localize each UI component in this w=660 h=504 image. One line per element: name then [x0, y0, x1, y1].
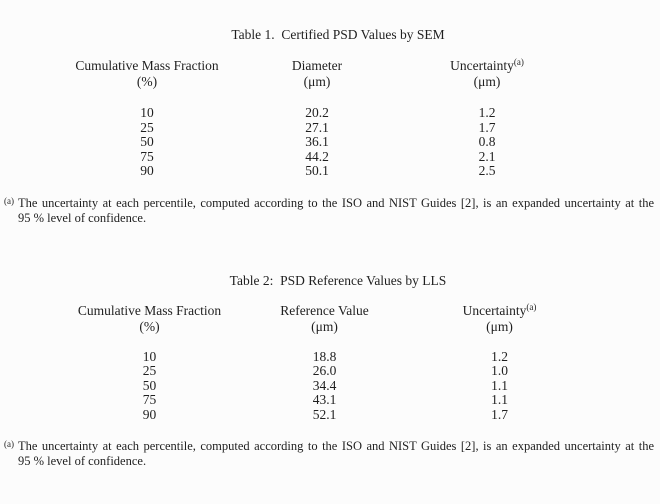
table1-footnote-line1: The uncertainty at each percentile, comp… [18, 195, 654, 210]
table1-header-row: Cumulative Mass Fraction (%) Diameter (μ… [62, 58, 660, 90]
table2-footnote-line1: The uncertainty at each percentile, comp… [18, 439, 654, 453]
table2-cell: 34.4 [312, 377, 337, 393]
table1-header-col3-footnote-ref: (a) [513, 57, 524, 67]
table2-cell: 10 [142, 348, 157, 364]
table1-footnote-line2: 95 % level of confidence. [18, 210, 147, 225]
table1-footnote-marker: (a) [4, 195, 14, 206]
table1-header-diameter: Diameter (μm) [232, 58, 402, 90]
table1-cell: 50 [140, 134, 154, 149]
table1-header-col2-unit: (μm) [303, 74, 331, 89]
table1-footnote: (a) The uncertainty at each percentile, … [4, 196, 654, 226]
table1-body: 10 20.2 1.2 25 27.1 1.7 50 36.1 0.8 75 4… [62, 105, 660, 179]
table2-header-uncertainty: Uncertainty(a) (μm) [412, 301, 587, 335]
table2-header-col2-unit: (μm) [311, 318, 338, 334]
table2-footnote-line2: 95 % level of confidence. [18, 454, 147, 468]
table1-cell: 27.1 [305, 119, 329, 135]
table2-cell: 43.1 [312, 392, 337, 407]
table2-cell: 52.1 [312, 406, 337, 422]
table1-header-col1-line1: Cumulative Mass Fraction [75, 58, 219, 73]
table2-cell: 1.0 [491, 363, 508, 378]
table2-cell: 25 [142, 363, 157, 378]
table2-header-row: Cumulative Mass Fraction (%) Reference V… [62, 301, 660, 335]
table2-cell: 1.1 [491, 377, 508, 393]
table1-header-col1-unit: (%) [136, 74, 158, 89]
table2-header-col2-line1: Reference Value [280, 302, 369, 318]
table1-cell: 90 [140, 163, 154, 178]
table1-cell: 20.2 [305, 105, 329, 120]
table2-cell: 50 [142, 377, 157, 393]
table1-cell: 1.2 [478, 105, 496, 120]
table2-header-col3-text: Uncertainty [462, 302, 527, 318]
table1-cell: 25 [140, 119, 154, 135]
table2-cell: 1.2 [491, 348, 508, 364]
table2-cell: 1.7 [491, 406, 508, 422]
table2-cell: 90 [142, 406, 157, 422]
table1-header-col2-line1: Diameter [291, 58, 343, 73]
table1-header-uncertainty: Uncertainty(a) (μm) [402, 58, 572, 90]
table2-body: 10 18.8 1.2 25 26.0 1.0 50 34.4 1.1 75 4… [62, 348, 660, 423]
table1-cell: 1.7 [478, 119, 496, 135]
table1-cell: 50.1 [305, 163, 329, 178]
table1-cell: 10 [140, 105, 154, 120]
table2-cell: 1.1 [491, 392, 508, 407]
table1-cell: 36.1 [305, 134, 329, 149]
table2-header-col3-footnote-ref: (a) [526, 301, 537, 312]
table2-footnote-marker: (a) [4, 439, 14, 449]
table2-header-col1-line1: Cumulative Mass Fraction [77, 302, 222, 318]
table1-header-cumulative-mass-fraction: Cumulative Mass Fraction (%) [62, 58, 232, 90]
table2-header-col3-unit: (μm) [486, 318, 513, 334]
table2-footnote: (a) The uncertainty at each percentile, … [4, 439, 654, 469]
table2-cell: 18.8 [312, 348, 337, 364]
table2-header-cumulative-mass-fraction: Cumulative Mass Fraction (%) [62, 303, 237, 335]
table1-cell: 2.5 [478, 163, 496, 178]
table1-cell: 0.8 [478, 134, 496, 149]
table2-header-reference-value: Reference Value (μm) [237, 303, 412, 335]
table1-cell: 75 [140, 148, 154, 164]
table1-title: Table 1. Certified PSD Values by SEM [231, 27, 445, 42]
table1-header-col3-unit: (μm) [473, 74, 501, 89]
table1-cell: 2.1 [478, 148, 496, 164]
table2-title: Table 2: PSD Reference Values by LLS [229, 272, 447, 288]
table2-cell: 75 [142, 392, 157, 407]
table1-cell: 44.2 [305, 148, 329, 164]
table2-cell: 26.0 [312, 363, 337, 378]
table1-header-col3-text: Uncertainty [450, 58, 514, 73]
table1-header-col3-line1: Uncertainty(a) [402, 58, 572, 74]
table2-header-col1-unit: (%) [139, 318, 160, 334]
table2-header-col3-line1: Uncertainty(a) [412, 301, 587, 319]
